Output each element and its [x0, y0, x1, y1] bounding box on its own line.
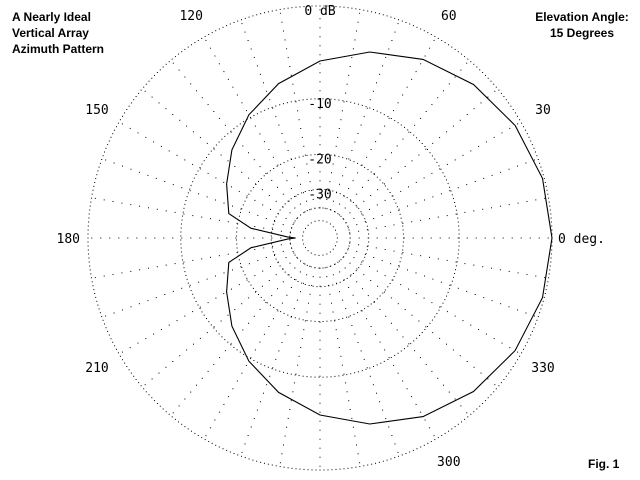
- grid-ring: [236, 154, 404, 322]
- grid-spoke: [144, 256, 298, 386]
- grid-spoke: [121, 252, 295, 353]
- grid-spoke: [342, 90, 496, 220]
- grid-spoke: [241, 265, 311, 453]
- grid-spoke: [105, 247, 293, 317]
- grid-ring: [289, 207, 351, 269]
- grid-spoke: [105, 159, 293, 229]
- grid-spoke: [347, 247, 535, 317]
- grid-spoke: [345, 123, 519, 224]
- grid-spoke: [334, 263, 435, 437]
- grid-spoke: [347, 159, 535, 229]
- polar-grid: [87, 5, 553, 471]
- ring-label: 0 dB: [304, 4, 335, 19]
- grid-spoke: [334, 39, 435, 213]
- pattern-line: [226, 51, 553, 425]
- title-line-3: Azimuth Pattern: [12, 42, 104, 56]
- grid-spoke: [205, 263, 306, 437]
- ring-labels: 0 dB -10 -20 -30: [304, 4, 335, 202]
- grid-spoke: [338, 62, 468, 216]
- grid-spoke: [94, 197, 291, 234]
- figure-label: Fig. 1: [588, 457, 620, 471]
- angle-label: 300: [437, 455, 460, 470]
- elevation-value: 15 Degrees: [550, 26, 614, 40]
- grid-spoke: [329, 23, 399, 211]
- grid-spoke: [279, 12, 316, 209]
- grid-spoke: [91, 237, 291, 239]
- grid-spoke: [324, 12, 361, 209]
- grid-spoke: [319, 267, 321, 467]
- ring-label: -20: [308, 153, 331, 168]
- grid-ring: [302, 220, 338, 256]
- grid-ring: [180, 98, 460, 378]
- grid-ring: [270, 188, 370, 288]
- title-line-2: Vertical Array: [12, 26, 89, 40]
- angle-label: 0 deg.: [558, 232, 605, 247]
- grid-spoke: [319, 9, 321, 209]
- grid-spoke: [205, 39, 306, 213]
- grid-spoke: [349, 197, 546, 234]
- grid-spoke: [349, 237, 549, 239]
- grid-spoke: [144, 90, 298, 220]
- angle-labels: 0 deg. 30 60 120 150 180 210 300 330: [57, 9, 605, 470]
- ring-label: -10: [308, 97, 331, 112]
- angle-label: 330: [531, 361, 554, 376]
- title-line-1: A Nearly Ideal: [12, 10, 91, 24]
- grid-spoke: [121, 123, 295, 224]
- angle-label: 120: [179, 9, 202, 24]
- ring-label: -30: [308, 187, 331, 202]
- angle-label: 60: [441, 9, 457, 24]
- angle-label: 180: [57, 232, 80, 247]
- grid-spoke: [329, 265, 399, 453]
- pattern-series: [226, 51, 553, 425]
- grid-ring: [87, 5, 553, 471]
- angle-label: 150: [85, 103, 108, 118]
- elevation-label: Elevation Angle:: [535, 10, 629, 24]
- grid-spoke: [324, 267, 361, 464]
- grid-spoke: [279, 267, 316, 464]
- grid-spoke: [338, 260, 468, 414]
- grid-spoke: [342, 256, 496, 386]
- grid-spoke: [349, 242, 546, 279]
- grid-spoke: [241, 23, 311, 211]
- grid-spoke: [94, 242, 291, 279]
- angle-label: 210: [85, 361, 108, 376]
- angle-label: 30: [535, 103, 551, 118]
- grid-spoke: [345, 252, 519, 353]
